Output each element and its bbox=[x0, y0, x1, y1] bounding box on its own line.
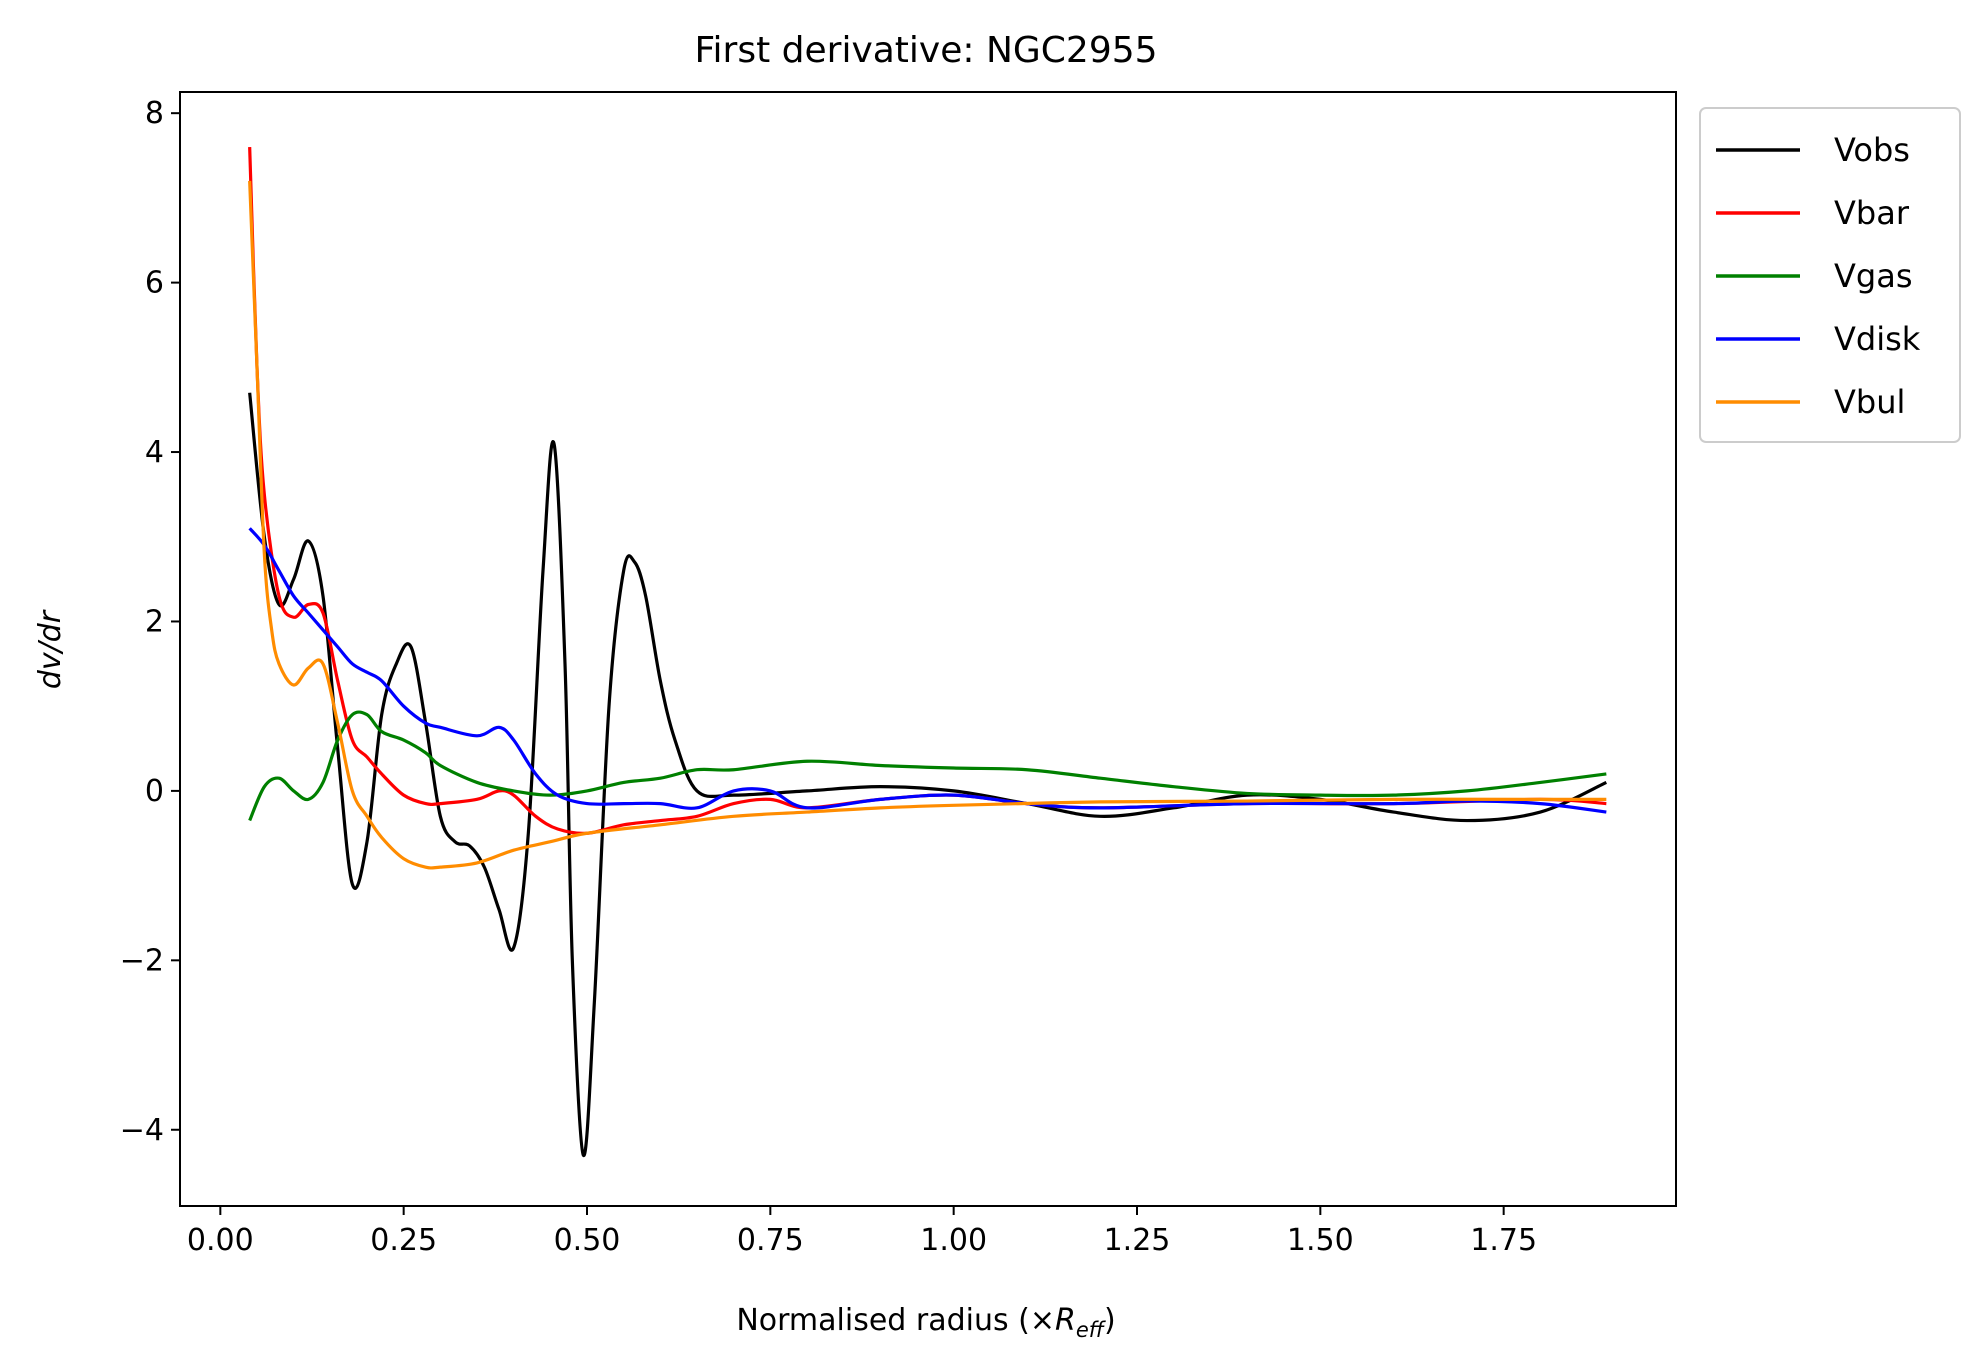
x-tick-label: 1.75 bbox=[1470, 1223, 1537, 1258]
x-axis-label-symbol: R bbox=[1055, 1303, 1076, 1338]
x-tick-label: 0.00 bbox=[187, 1223, 254, 1258]
x-axis-label-suffix: ) bbox=[1104, 1303, 1116, 1338]
x-tick-label: 1.25 bbox=[1104, 1223, 1171, 1258]
legend: Vobs Vbar Vgas Vdisk Vbul bbox=[1699, 107, 1961, 443]
y-tick-label: 6 bbox=[145, 266, 164, 301]
legend-label-vdisk: Vdisk bbox=[1834, 320, 1921, 358]
y-tick-label: 0 bbox=[145, 774, 164, 809]
series-line-vgas bbox=[248, 710, 1607, 822]
y-tick-label: −2 bbox=[120, 943, 164, 978]
y-axis-label: dv/dr bbox=[33, 609, 68, 689]
x-tick-label: 1.00 bbox=[920, 1223, 987, 1258]
legend-label-vbul: Vbul bbox=[1834, 383, 1905, 421]
y-tick-label: −4 bbox=[120, 1113, 164, 1148]
x-axis-label-subscript: eff bbox=[1076, 1318, 1107, 1342]
legend-label-vgas: Vgas bbox=[1834, 257, 1912, 295]
legend-box bbox=[1699, 107, 1961, 443]
plot-area bbox=[179, 91, 1677, 1207]
legend-label-vbar: Vbar bbox=[1834, 194, 1910, 232]
chart-title: First derivative: NGC2955 bbox=[694, 30, 1157, 71]
y-tick-label: 4 bbox=[145, 435, 164, 470]
y-tick-label: 2 bbox=[145, 604, 164, 639]
x-tick-label: 1.50 bbox=[1287, 1223, 1354, 1258]
axes-frame bbox=[179, 91, 1677, 1207]
y-tick-label: 8 bbox=[145, 96, 164, 131]
x-tick-label: 0.75 bbox=[737, 1223, 804, 1258]
series-line-vdisk bbox=[248, 527, 1607, 814]
x-axis-label: Normalised radius (×Reff) bbox=[736, 1303, 1115, 1342]
x-axis-label-prefix: Normalised radius (× bbox=[736, 1303, 1055, 1338]
series-line-vbul bbox=[248, 180, 1607, 870]
x-tick-label: 0.50 bbox=[554, 1223, 621, 1258]
y-axis-ticks: −4 −2 0 2 4 6 8 bbox=[120, 96, 180, 1148]
series-layer bbox=[248, 147, 1607, 1157]
legend-items: Vobs Vbar Vgas Vdisk Vbul bbox=[1716, 131, 1921, 421]
x-tick-label: 0.25 bbox=[370, 1223, 437, 1258]
x-axis-ticks: 0.00 0.25 0.50 0.75 1.00 1.25 1.50 1.75 bbox=[187, 1206, 1537, 1258]
legend-label-vobs: Vobs bbox=[1834, 131, 1910, 169]
